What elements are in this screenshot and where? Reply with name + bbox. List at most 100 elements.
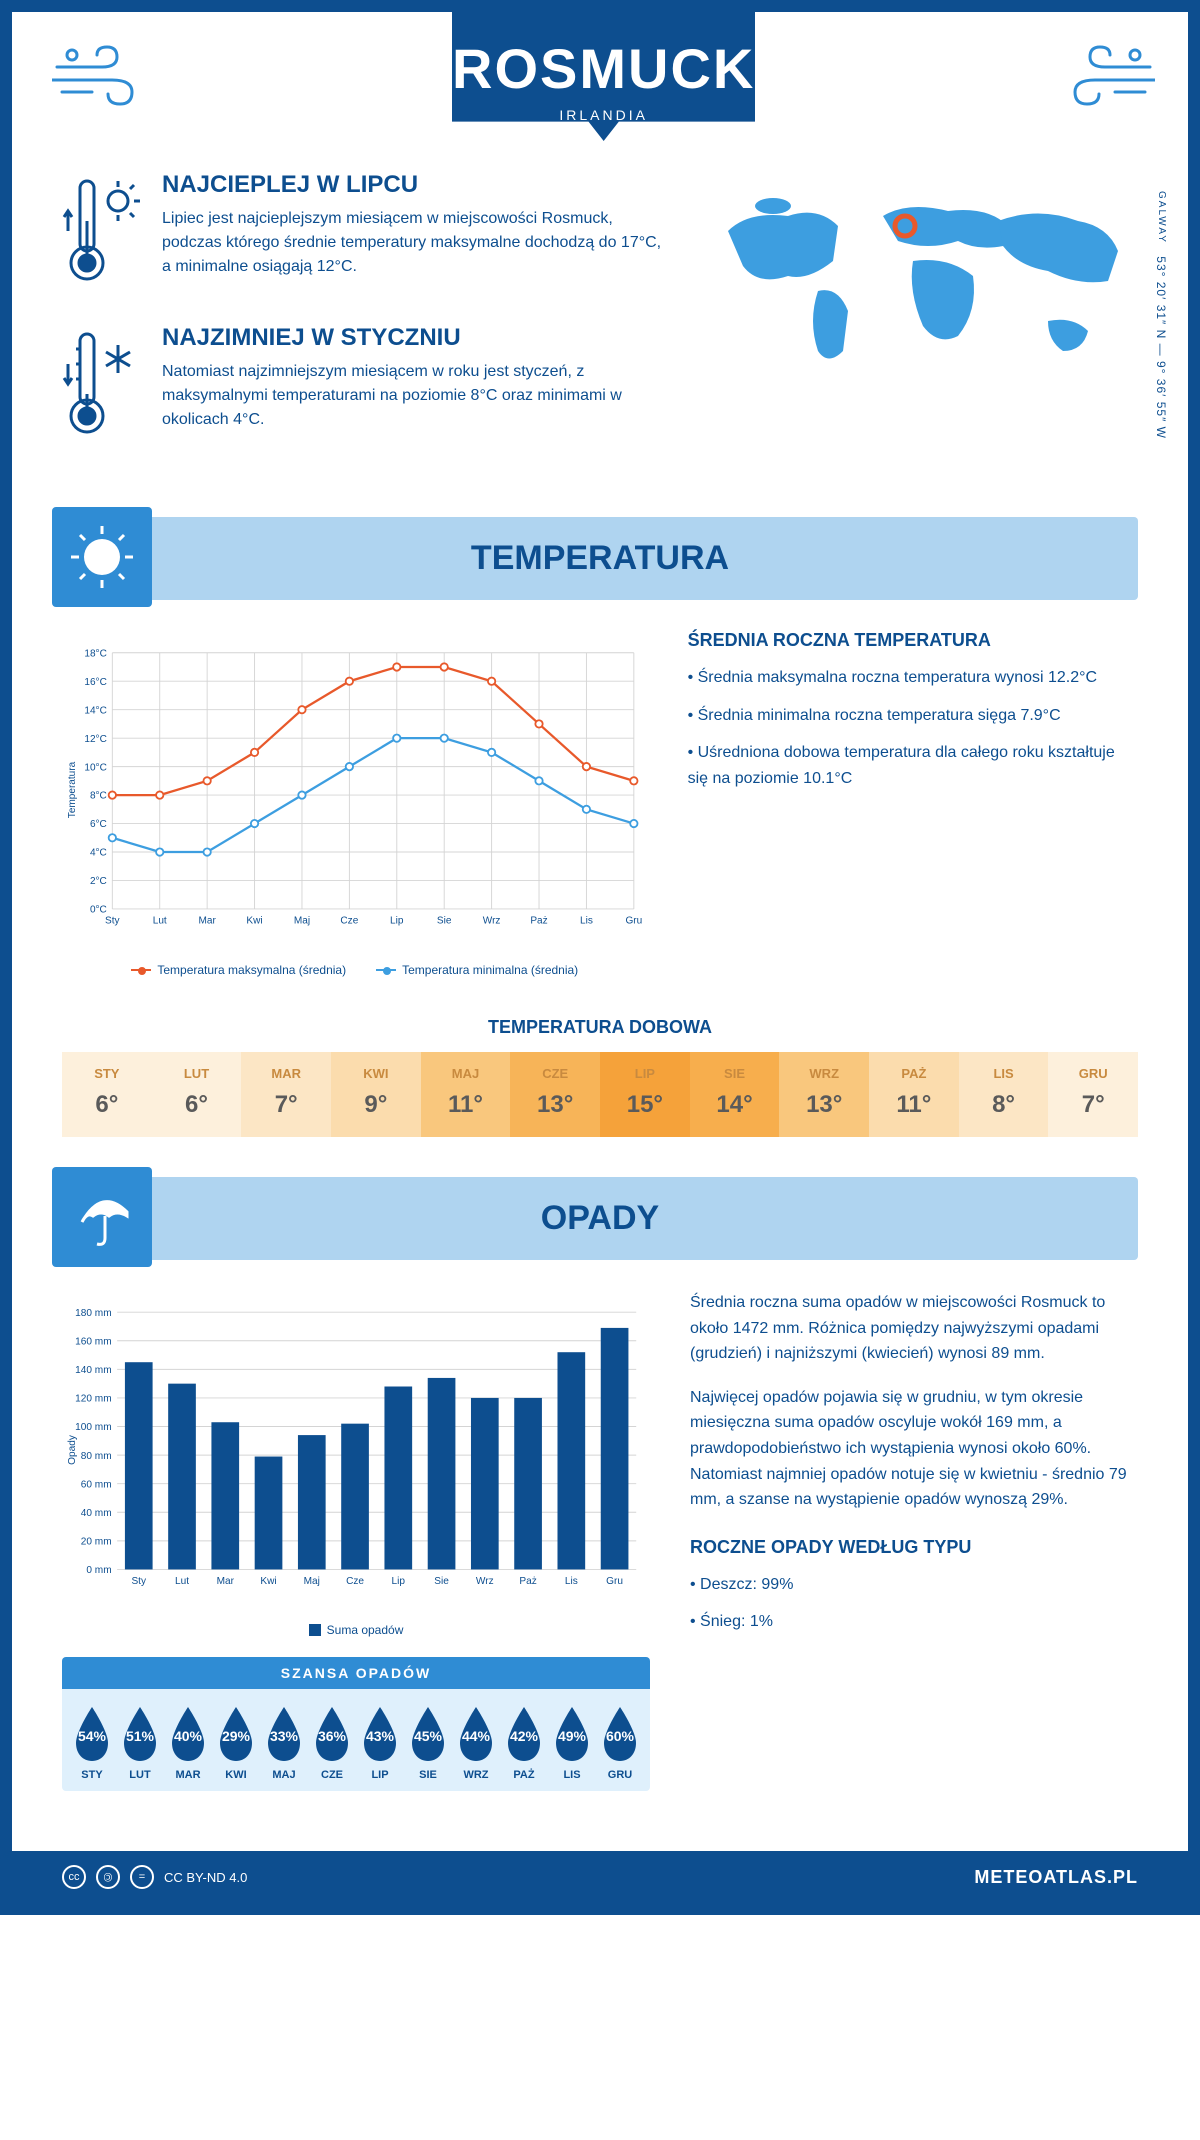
svg-text:Gru: Gru	[625, 916, 642, 927]
svg-text:Sie: Sie	[437, 916, 452, 927]
daily-value: 8°	[959, 1091, 1049, 1119]
svg-text:20 mm: 20 mm	[81, 1537, 112, 1548]
rain-chance-month: LIS	[548, 1769, 596, 1781]
legend-min-label: Temperatura minimalna (średnia)	[402, 963, 578, 977]
rain-by-type-item: Deszcz: 99%	[690, 1572, 1138, 1598]
daily-value: 13°	[510, 1091, 600, 1119]
raindrop-icon: 33%	[260, 1703, 308, 1763]
rain-chance-month: PAŻ	[500, 1769, 548, 1781]
thermometer-snow-icon	[62, 324, 142, 449]
svg-text:140 mm: 140 mm	[75, 1365, 111, 1376]
svg-text:Maj: Maj	[304, 1576, 320, 1587]
svg-text:Opady: Opady	[67, 1434, 78, 1465]
temp-info-item: Średnia minimalna roczna temperatura się…	[688, 703, 1138, 729]
daily-month: LIP	[600, 1066, 690, 1081]
svg-text:Lip: Lip	[392, 1576, 406, 1587]
rain-chance-value: 44%	[462, 1728, 490, 1744]
rain-chance-value: 29%	[222, 1728, 250, 1744]
daily-month: MAJ	[421, 1066, 511, 1081]
svg-text:60 mm: 60 mm	[81, 1479, 112, 1490]
svg-text:Temperatura: Temperatura	[67, 761, 78, 818]
raindrop-icon: 45%	[404, 1703, 452, 1763]
rain-chance-value: 54%	[78, 1728, 106, 1744]
lat-label: 53° 20′ 31″ N	[1154, 256, 1168, 339]
svg-text:2°C: 2°C	[90, 876, 107, 887]
svg-text:0 mm: 0 mm	[86, 1565, 111, 1576]
daily-value: 14°	[690, 1091, 780, 1119]
svg-text:Sty: Sty	[105, 916, 120, 927]
rain-chance-value: 33%	[270, 1728, 298, 1744]
daily-value: 6°	[152, 1091, 242, 1119]
raindrop-icon: 54%	[68, 1703, 116, 1763]
svg-text:Wrz: Wrz	[483, 916, 501, 927]
svg-text:Paż: Paż	[519, 1576, 536, 1587]
fact-warmest-title: NAJCIEPLEJ W LIPCU	[162, 171, 668, 199]
svg-text:40 mm: 40 mm	[81, 1508, 112, 1519]
svg-text:Sie: Sie	[434, 1576, 449, 1587]
daily-month: SIE	[690, 1066, 780, 1081]
svg-text:Lut: Lut	[153, 916, 167, 927]
fact-warmest-text: Lipiec jest najcieplejszym miesiącem w m…	[162, 207, 668, 279]
rain-bar-chart: 0 mm 20 mm 40 mm 60 mm 80 mm 100 mm 120 mm 140 …	[62, 1290, 650, 1610]
footer: cc 🄯 = CC BY-ND 4.0 METEOATLAS.PL	[12, 1851, 1188, 1903]
legend-max-label: Temperatura maksymalna (średnia)	[157, 963, 346, 977]
infographic-page: ROSMUCK IRLANDIA NAJCIEPLEJ W LIPCU	[0, 0, 1200, 1915]
fact-coldest-title: NAJZIMNIEJ W STYCZNIU	[162, 324, 668, 352]
rain-chance-month: SIE	[404, 1769, 452, 1781]
raindrop-icon: 51%	[116, 1703, 164, 1763]
section-header-rain: OPADY	[62, 1177, 1138, 1260]
rain-chance-month: MAJ	[260, 1769, 308, 1781]
raindrop-icon: 36%	[308, 1703, 356, 1763]
rain-by-type-item: Śnieg: 1%	[690, 1609, 1138, 1635]
svg-text:Cze: Cze	[340, 916, 358, 927]
rain-info-p2: Najwięcej opadów pojawia się w grudniu, …	[690, 1385, 1138, 1513]
daily-value: 6°	[62, 1091, 152, 1119]
daily-temp-cell: MAR7°	[241, 1052, 331, 1137]
nd-icon: =	[130, 1865, 154, 1889]
fact-coldest: NAJZIMNIEJ W STYCZNIU Natomiast najzimni…	[62, 324, 668, 449]
svg-text:100 mm: 100 mm	[75, 1422, 111, 1433]
daily-temp-cell: WRZ13°	[779, 1052, 869, 1137]
daily-temp-cell: CZE13°	[510, 1052, 600, 1137]
rain-chance-value: 36%	[318, 1728, 346, 1744]
legend-min: Temperatura minimalna (średnia)	[376, 963, 578, 977]
legend-swatch-max	[131, 969, 151, 971]
rain-chance-month: WRZ	[452, 1769, 500, 1781]
rain-info: Średnia roczna suma opadów w miejscowośc…	[690, 1290, 1138, 1791]
temperature-legend: Temperatura maksymalna (średnia) Tempera…	[62, 963, 648, 977]
thermometer-sun-icon	[62, 171, 142, 296]
rain-chance-drops: 54% STY 51% LUT 40% MAR 29% KWI 33% MAJ …	[62, 1689, 650, 1791]
footer-site: METEOATLAS.PL	[974, 1867, 1138, 1888]
daily-value: 9°	[331, 1091, 421, 1119]
rain-title: OPADY	[541, 1199, 659, 1237]
svg-text:80 mm: 80 mm	[81, 1451, 112, 1462]
daily-temp-cell: LIP 15°	[600, 1052, 690, 1137]
daily-temp-cell: MAJ11°	[421, 1052, 511, 1137]
svg-text:4°C: 4°C	[90, 848, 107, 859]
daily-temp-cell: PAŻ11°	[869, 1052, 959, 1137]
rain-chance-value: 40%	[174, 1728, 202, 1744]
raindrop-icon: 44%	[452, 1703, 500, 1763]
region-label: GALWAY	[1156, 191, 1167, 244]
temperature-chart-box: 0°C2°C4°C6°C8°C10°C12°C14°C16°C18°CStyLu…	[62, 630, 648, 977]
svg-text:120 mm: 120 mm	[75, 1394, 111, 1405]
legend-swatch-rain	[309, 1624, 321, 1636]
svg-text:Maj: Maj	[294, 916, 310, 927]
rain-chance-month: MAR	[164, 1769, 212, 1781]
svg-text:Cze: Cze	[346, 1576, 364, 1587]
rain-chance-drop: 45% SIE	[404, 1703, 452, 1781]
svg-text:Lis: Lis	[565, 1576, 578, 1587]
rain-chance-value: 60%	[606, 1728, 634, 1744]
legend-swatch-min	[376, 969, 396, 971]
fact-warmest: NAJCIEPLEJ W LIPCU Lipiec jest najcieple…	[62, 171, 668, 296]
rain-info-p1: Średnia roczna suma opadów w miejscowośc…	[690, 1290, 1138, 1367]
daily-month: MAR	[241, 1066, 331, 1081]
temp-info-item: Uśredniona dobowa temperatura dla całego…	[688, 740, 1138, 791]
rain-chance-drop: 40% MAR	[164, 1703, 212, 1781]
temperature-info: ŚREDNIA ROCZNA TEMPERATURA Średnia maksy…	[688, 630, 1138, 977]
raindrop-icon: 60%	[596, 1703, 644, 1763]
daily-value: 7°	[1048, 1091, 1138, 1119]
cc-icon: cc	[62, 1865, 86, 1889]
daily-temp-table: STY6°LUT6°MAR7°KWI9°MAJ11°CZE13°LIP15°SI…	[62, 1052, 1138, 1137]
daily-value: 15°	[600, 1091, 690, 1119]
